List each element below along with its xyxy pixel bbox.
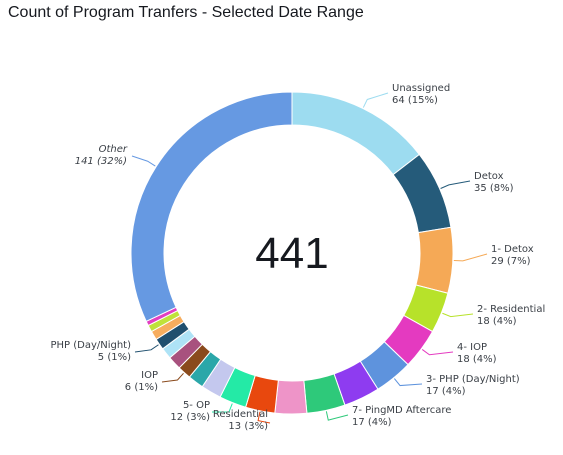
slice-label-residential: Residential — [213, 409, 268, 420]
slice-value-detox: 35 (8%) — [474, 183, 514, 194]
slice-label-1-detox: 1- Detox — [491, 244, 534, 255]
slice-value-unassigned: 64 (15%) — [392, 95, 438, 106]
leader-line-2-residential — [442, 312, 474, 318]
leader-line-detox — [440, 180, 471, 189]
leader-line-3-php-day-night — [393, 378, 423, 387]
slice-value-php-day-night: 5 (1%) — [98, 352, 131, 363]
slice-label-2-residential: 2- Residential — [477, 304, 545, 315]
leader-line-iop — [161, 372, 184, 383]
slice-value-residential: 13 (3%) — [228, 421, 268, 432]
leader-line-5-op — [211, 403, 233, 413]
slice-value-2-residential: 18 (4%) — [477, 316, 517, 327]
leader-line-unassigned — [362, 92, 389, 108]
slice-label-7-pingmd-aftercare: 7- PingMD Aftercare — [352, 405, 451, 416]
slice-value-4-iop: 18 (4%) — [457, 354, 497, 365]
leader-line-php-day-night — [134, 344, 159, 353]
slice-label-unassigned: Unassigned — [392, 83, 450, 94]
slice-value-3-php-day-night: 17 (4%) — [426, 386, 466, 397]
slice-label-5-op: 5- OP — [183, 400, 210, 411]
slice-value-iop: 6 (1%) — [125, 382, 158, 393]
slice-value-7-pingmd-aftercare: 17 (4%) — [352, 417, 392, 428]
leader-line-4-iop — [421, 349, 454, 356]
slice-value-other: 141 (32%) — [75, 156, 127, 167]
leader-lines — [131, 92, 488, 424]
slice-label-php-day-night: PHP (Day/Night) — [50, 340, 131, 351]
total-count: 441 — [255, 229, 328, 278]
slice-label-detox: Detox — [474, 171, 504, 182]
slice-other[interactable] — [130, 91, 293, 322]
slice-unlabeled-8[interactable] — [274, 379, 308, 415]
page-title: Count of Program Tranfers - Selected Dat… — [8, 4, 364, 21]
slices-layer — [130, 91, 454, 415]
slice-label-other: Other — [99, 144, 128, 155]
leader-line-7-pingmd-aftercare — [325, 411, 349, 421]
slice-label-iop: IOP — [141, 370, 158, 381]
slice-label-3-php-day-night: 3- PHP (Day/Night) — [426, 374, 520, 385]
leader-line-residential — [257, 411, 271, 424]
slice-value-1-detox: 29 (7%) — [491, 256, 531, 267]
slice-value-5-op: 12 (3%) — [170, 412, 210, 423]
slice-1-detox[interactable] — [415, 226, 454, 294]
slice-label-4-iop: 4- IOP — [457, 342, 487, 353]
leader-line-other — [131, 155, 156, 167]
leader-line-1-detox — [453, 253, 488, 262]
